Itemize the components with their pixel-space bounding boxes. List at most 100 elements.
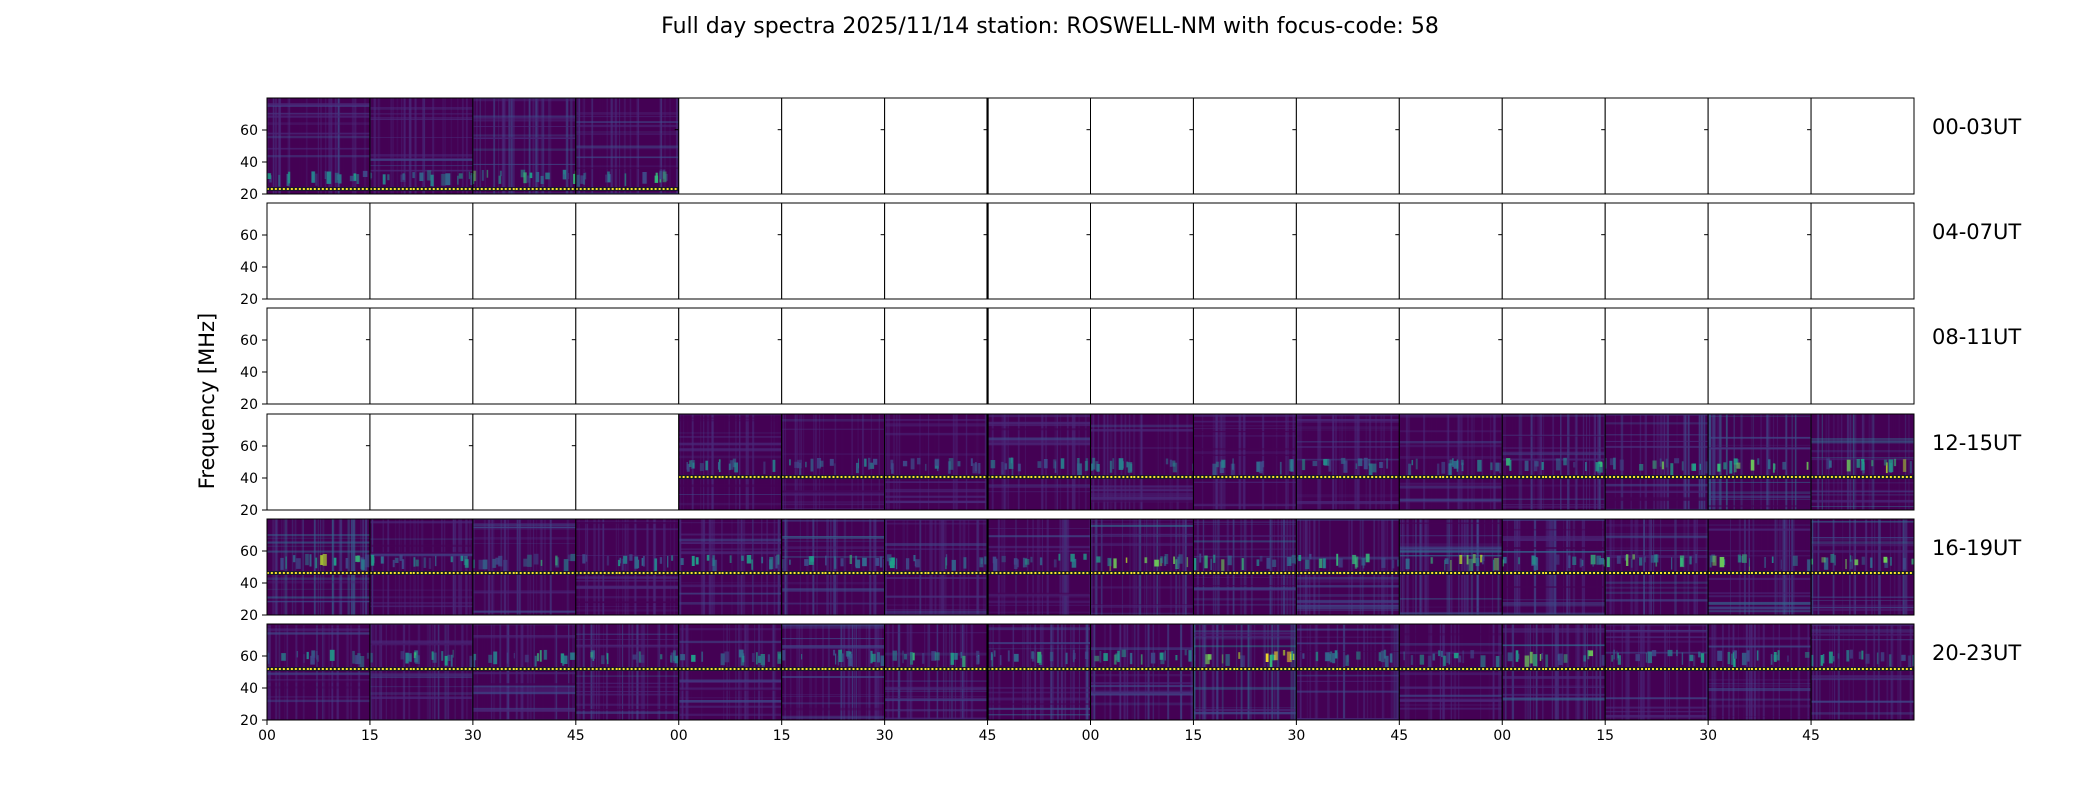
empty-panel	[781, 307, 886, 405]
empty-panel	[1707, 97, 1812, 195]
spectrum-panel	[781, 413, 886, 511]
row-time-label: 04-07UT	[1932, 220, 2021, 244]
empty-panel	[575, 202, 680, 300]
x-tick-label: 15	[1596, 728, 1614, 744]
spectrum-panel	[1604, 413, 1709, 511]
row-time-label: 20-23UT	[1932, 641, 2021, 665]
spectrum-panel	[369, 518, 474, 616]
y-axis-label: Frequency [MHz]	[195, 313, 219, 489]
empty-panel	[266, 413, 371, 511]
spectrum-panel	[678, 623, 783, 721]
row-time-label: 08-11UT	[1932, 325, 2021, 349]
x-axis-ticks: 00 15 30 45 00 15 30 45 00 15 30 45 00 15 30 45	[258, 720, 1820, 744]
spectrum-panel	[678, 413, 783, 511]
empty-panel	[1604, 202, 1709, 300]
empty-panel	[1810, 202, 1915, 300]
spectra-row: 20 40 60 20-23UT	[240, 623, 2021, 729]
x-tick-label: 15	[773, 728, 791, 744]
empty-panel	[1398, 307, 1503, 405]
empty-panel	[884, 202, 989, 300]
spectra-row: 20 40 60 04-07UT	[240, 202, 2021, 308]
empty-panel	[1295, 202, 1400, 300]
spectra-row: 20 40 60 08-11UT	[240, 307, 2021, 413]
empty-panel	[1604, 97, 1709, 195]
empty-panel	[1707, 307, 1812, 405]
empty-panel	[1192, 97, 1297, 195]
x-tick-label: 45	[567, 728, 585, 744]
x-tick-label: 45	[979, 728, 997, 744]
x-tick-label: 45	[1802, 728, 1820, 744]
spectra-row: 20 40 60 00-03UT	[240, 97, 2021, 203]
empty-panel	[1810, 97, 1915, 195]
spectrum-panel	[1810, 623, 1915, 721]
x-tick-label: 00	[670, 728, 688, 744]
empty-panel	[472, 413, 577, 511]
empty-panel	[369, 307, 474, 405]
spectrum-panel	[1398, 413, 1503, 511]
y-tick-label: 40	[240, 681, 258, 697]
empty-panel	[987, 307, 1091, 405]
spectrum-panel	[884, 518, 989, 616]
empty-panel	[575, 413, 680, 511]
empty-panel	[575, 307, 680, 405]
spectrum-panel	[987, 413, 1091, 511]
y-tick-label: 40	[240, 155, 258, 171]
spectrum-panel	[1604, 518, 1709, 616]
x-tick-label: 45	[1390, 728, 1408, 744]
spectrum-panel	[1295, 413, 1400, 511]
y-tick-label: 60	[240, 544, 258, 560]
x-tick-label: 30	[876, 728, 894, 744]
empty-panel	[369, 413, 474, 511]
y-tick-label: 60	[240, 228, 258, 244]
x-tick-label: 00	[1082, 728, 1100, 744]
spectrum-panel	[781, 518, 886, 616]
spectrum-panel	[266, 518, 371, 616]
spectrum-panel	[1398, 518, 1503, 616]
y-tick-label: 20	[240, 397, 258, 413]
y-tick-label: 60	[240, 439, 258, 455]
row-time-label: 16-19UT	[1932, 536, 2021, 560]
empty-panel	[472, 307, 577, 405]
empty-panel	[678, 97, 783, 195]
spectrum-panel	[1192, 413, 1297, 511]
spectrum-panel	[987, 518, 1091, 616]
empty-panel	[987, 202, 1091, 300]
spectrum-panel	[781, 623, 886, 721]
empty-panel	[884, 307, 989, 405]
empty-panel	[472, 202, 577, 300]
empty-panel	[369, 202, 474, 300]
y-tick-label: 60	[240, 649, 258, 665]
spectrum-panel	[1604, 623, 1709, 721]
spectrum-panel	[1090, 623, 1194, 721]
empty-panel	[1501, 202, 1606, 300]
y-tick-label: 40	[240, 471, 258, 487]
y-tick-label: 20	[240, 608, 258, 624]
empty-panel	[1090, 97, 1194, 195]
y-tick-label: 20	[240, 187, 258, 203]
empty-panel	[1192, 307, 1297, 405]
empty-panel	[987, 97, 1091, 195]
spectrum-panel	[472, 623, 577, 721]
empty-panel	[1501, 97, 1606, 195]
empty-panel	[1090, 307, 1194, 405]
y-tick-label: 20	[240, 713, 258, 729]
spectrum-panel	[1090, 413, 1194, 511]
empty-panel	[678, 307, 783, 405]
spectrum-panel	[575, 518, 680, 616]
spectrum-panel	[472, 97, 577, 195]
spectrum-panel	[1810, 518, 1915, 616]
empty-panel	[1810, 307, 1915, 405]
spectrum-panel	[575, 97, 680, 195]
empty-panel	[1398, 97, 1503, 195]
empty-panel	[1398, 202, 1503, 300]
x-tick-label: 30	[1287, 728, 1305, 744]
spectrum-panel	[884, 413, 989, 511]
y-tick-label: 20	[240, 503, 258, 519]
spectrum-panel	[1501, 518, 1606, 616]
x-tick-label: 00	[1493, 728, 1511, 744]
spectrum-panel	[678, 518, 783, 616]
spectrum-panel	[266, 97, 371, 195]
spectrum-panel	[266, 623, 371, 721]
spectrum-panel	[1398, 623, 1503, 721]
